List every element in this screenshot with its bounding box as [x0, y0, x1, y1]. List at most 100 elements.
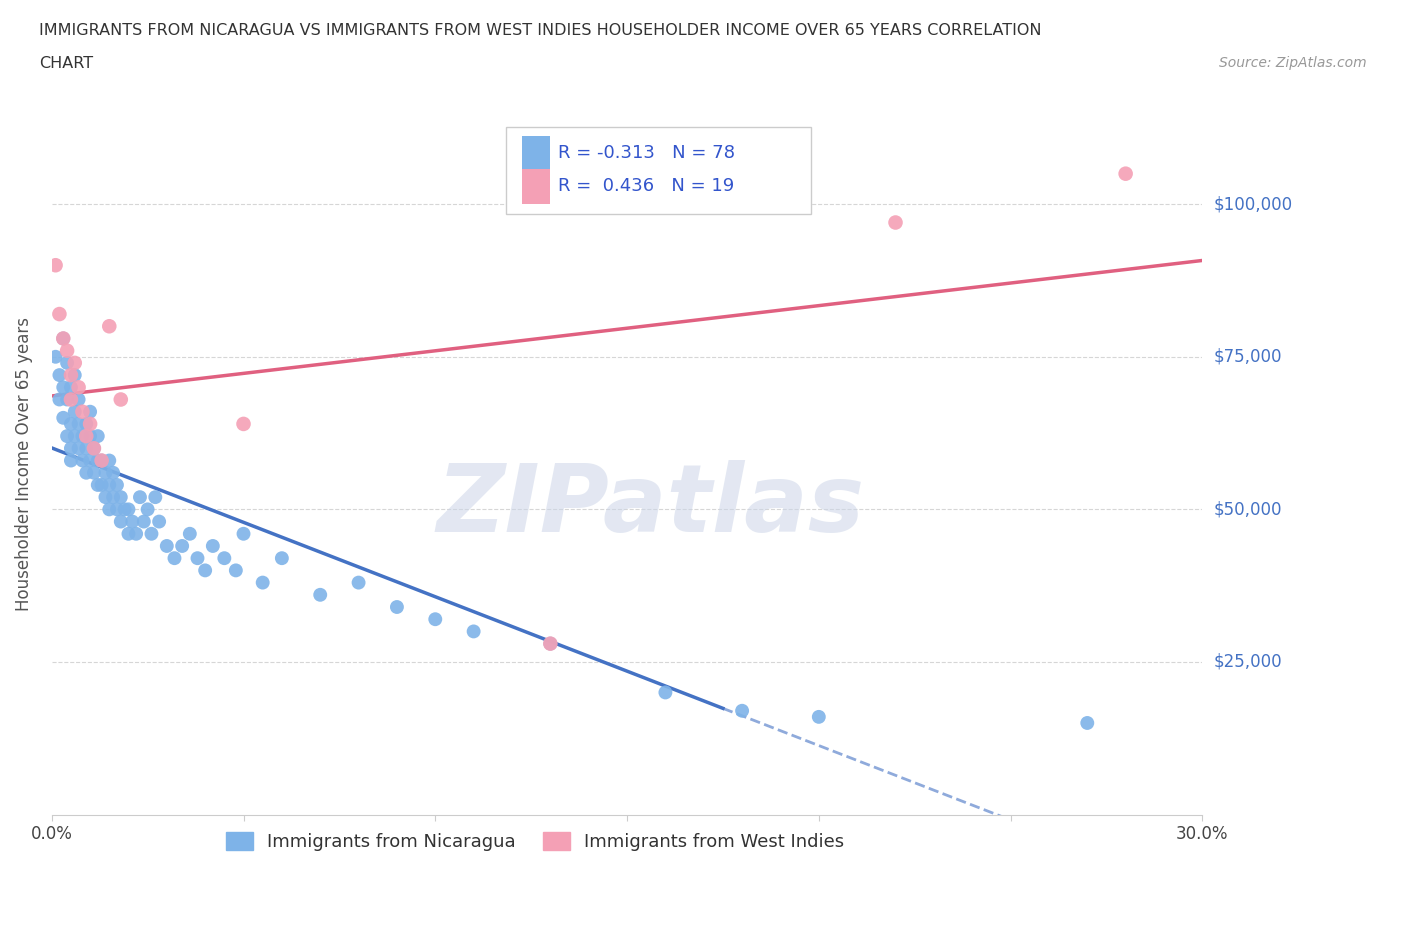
- Point: [347, 575, 370, 590]
- Point: [83, 465, 105, 480]
- Point: [309, 588, 332, 603]
- Point: [90, 453, 112, 468]
- Point: [214, 551, 236, 565]
- Point: [67, 441, 90, 456]
- Point: [79, 453, 101, 468]
- Point: [252, 575, 274, 590]
- Text: $75,000: $75,000: [1213, 348, 1282, 365]
- Point: [90, 477, 112, 492]
- Point: [94, 465, 117, 480]
- Point: [75, 465, 97, 480]
- Point: [110, 490, 132, 505]
- Point: [59, 453, 82, 468]
- Point: [143, 490, 166, 505]
- Point: [48, 367, 70, 382]
- Point: [59, 367, 82, 382]
- Point: [232, 526, 254, 541]
- Text: $50,000: $50,000: [1213, 500, 1282, 518]
- Point: [59, 441, 82, 456]
- Point: [385, 600, 408, 615]
- Point: [117, 526, 139, 541]
- Point: [98, 502, 121, 517]
- Point: [807, 710, 830, 724]
- Text: $100,000: $100,000: [1213, 195, 1292, 213]
- Point: [79, 405, 101, 419]
- Point: [1115, 166, 1137, 181]
- Text: Source: ZipAtlas.com: Source: ZipAtlas.com: [1219, 56, 1367, 70]
- Point: [87, 429, 110, 444]
- Point: [67, 379, 90, 394]
- Point: [79, 417, 101, 432]
- Point: [56, 343, 79, 358]
- Point: [117, 502, 139, 517]
- Point: [52, 331, 75, 346]
- Point: [179, 526, 201, 541]
- Point: [538, 636, 561, 651]
- Point: [232, 417, 254, 432]
- Point: [90, 453, 112, 468]
- Point: [52, 410, 75, 425]
- Point: [48, 307, 70, 322]
- Point: [83, 441, 105, 456]
- Point: [163, 551, 186, 565]
- Point: [52, 331, 75, 346]
- Point: [425, 612, 447, 627]
- Point: [98, 477, 121, 492]
- Text: R =  0.436   N = 19: R = 0.436 N = 19: [558, 178, 734, 195]
- Point: [194, 563, 217, 578]
- Legend: Immigrants from Nicaragua, Immigrants from West Indies: Immigrants from Nicaragua, Immigrants fr…: [218, 824, 852, 858]
- Text: IMMIGRANTS FROM NICARAGUA VS IMMIGRANTS FROM WEST INDIES HOUSEHOLDER INCOME OVER: IMMIGRANTS FROM NICARAGUA VS IMMIGRANTS …: [39, 23, 1042, 38]
- Point: [59, 379, 82, 394]
- Point: [114, 502, 136, 517]
- Point: [538, 636, 561, 651]
- Point: [59, 417, 82, 432]
- Point: [186, 551, 208, 565]
- FancyBboxPatch shape: [523, 136, 550, 171]
- Point: [63, 367, 86, 382]
- Point: [463, 624, 485, 639]
- Point: [75, 429, 97, 444]
- Point: [101, 490, 124, 505]
- Point: [156, 538, 179, 553]
- Point: [75, 417, 97, 432]
- Point: [172, 538, 194, 553]
- Point: [59, 392, 82, 407]
- Point: [52, 379, 75, 394]
- Point: [75, 441, 97, 456]
- Text: R = -0.313   N = 78: R = -0.313 N = 78: [558, 144, 735, 163]
- Point: [731, 703, 754, 718]
- Point: [125, 526, 148, 541]
- Y-axis label: Householder Income Over 65 years: Householder Income Over 65 years: [15, 316, 32, 611]
- Point: [101, 465, 124, 480]
- Point: [79, 429, 101, 444]
- Point: [132, 514, 155, 529]
- Point: [72, 453, 94, 468]
- Point: [98, 453, 121, 468]
- Point: [45, 258, 67, 272]
- Point: [110, 514, 132, 529]
- Point: [105, 502, 128, 517]
- Point: [225, 563, 247, 578]
- Point: [94, 490, 117, 505]
- Text: ZIPatlas: ZIPatlas: [436, 459, 865, 551]
- Point: [63, 355, 86, 370]
- Point: [67, 392, 90, 407]
- Point: [884, 215, 907, 230]
- Point: [201, 538, 224, 553]
- Point: [1076, 715, 1098, 730]
- Point: [56, 429, 79, 444]
- Point: [654, 685, 676, 700]
- Text: $25,000: $25,000: [1213, 653, 1282, 671]
- Point: [148, 514, 170, 529]
- Point: [67, 417, 90, 432]
- Point: [98, 319, 121, 334]
- Point: [270, 551, 292, 565]
- Point: [121, 514, 143, 529]
- Point: [105, 477, 128, 492]
- Point: [63, 405, 86, 419]
- Point: [72, 429, 94, 444]
- Point: [45, 350, 67, 365]
- Point: [129, 490, 152, 505]
- FancyBboxPatch shape: [523, 169, 550, 204]
- Point: [63, 429, 86, 444]
